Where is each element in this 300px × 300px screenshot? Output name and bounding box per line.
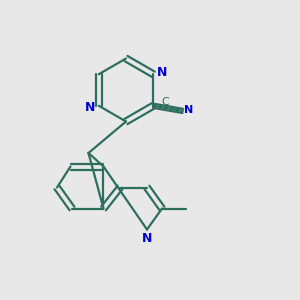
- Text: N: N: [184, 105, 193, 116]
- Text: C: C: [162, 98, 170, 107]
- Text: N: N: [142, 232, 152, 245]
- Text: N: N: [85, 101, 95, 114]
- Text: N: N: [157, 66, 167, 79]
